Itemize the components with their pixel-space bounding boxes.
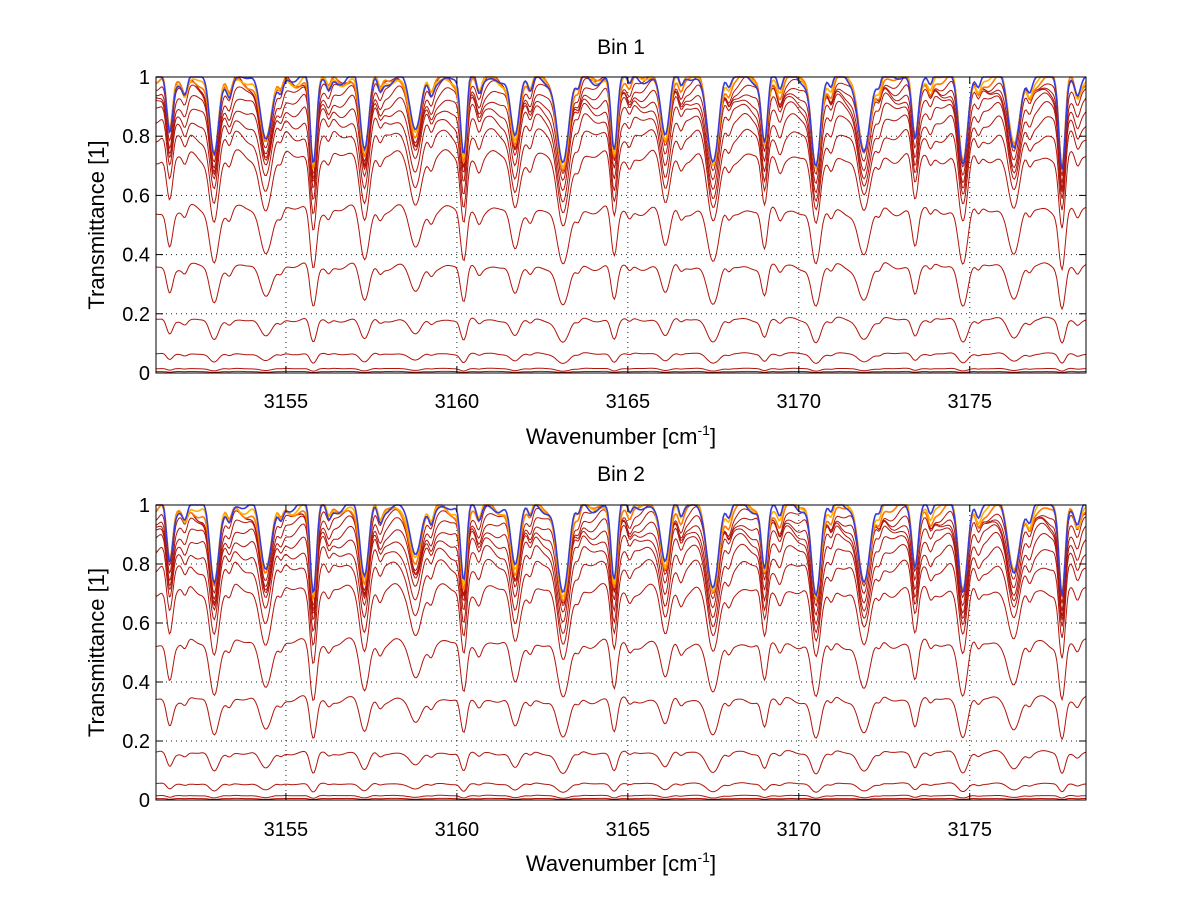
x-tick-label: 3165 xyxy=(606,819,651,841)
axes-frame xyxy=(155,504,1087,801)
series-line xyxy=(156,128,1086,215)
series-line xyxy=(156,352,1086,364)
y-tick-label: 0.4 xyxy=(122,672,150,694)
x-axis-label-superscript: -1 xyxy=(698,422,711,438)
y-tick-label: 0 xyxy=(139,790,150,812)
series-line xyxy=(156,543,1086,634)
axes-background xyxy=(156,505,1086,800)
x-tick-label: 3175 xyxy=(948,819,993,841)
x-axis-label: Wavenumber [cm-1] xyxy=(526,422,716,449)
x-tick-label: 3170 xyxy=(777,391,822,413)
series-line xyxy=(156,112,1086,203)
y-tick-label: 0.8 xyxy=(122,126,150,148)
series-line xyxy=(156,149,1086,231)
y-tick-label: 0.6 xyxy=(122,185,150,207)
y-tick-label: 0.4 xyxy=(122,245,150,267)
y-tick-label: 1 xyxy=(139,67,150,89)
series-line xyxy=(156,637,1086,702)
x-tick-label: 3160 xyxy=(435,819,480,841)
chart-title: Bin 2 xyxy=(597,463,645,486)
y-axis-label: Transmittance [1] xyxy=(84,568,109,737)
series-line xyxy=(156,316,1086,344)
x-tick-label: 3170 xyxy=(777,819,822,841)
series-line xyxy=(156,583,1086,665)
y-tick-label: 0.6 xyxy=(122,613,150,635)
x-axis-label-end: ] xyxy=(710,851,716,876)
series-line xyxy=(156,370,1086,373)
series-group xyxy=(156,75,1086,373)
x-tick-label: 3175 xyxy=(948,391,993,413)
x-tick-label: 3160 xyxy=(435,391,480,413)
y-axis-label: Transmittance [1] xyxy=(84,140,109,309)
x-tick-label: 3165 xyxy=(606,391,651,413)
series-line xyxy=(156,794,1086,799)
chart-title: Bin 1 xyxy=(597,36,645,59)
x-axis-label-text: Wavenumber [cm xyxy=(526,424,698,449)
subplot-2: 3155 3160 3165 3170 3175 0 0.2 0.4 0.6 0.8 1 Bin 2 W… xyxy=(84,463,1087,876)
series-line xyxy=(156,203,1086,272)
x-tick-label: 3155 xyxy=(264,391,309,413)
series-line xyxy=(156,558,1086,647)
series-line xyxy=(156,797,1086,800)
series-line xyxy=(156,782,1086,793)
y-tick-label: 1 xyxy=(139,495,150,517)
series-line xyxy=(156,749,1086,775)
x-axis-label-end: ] xyxy=(710,424,716,449)
series-line xyxy=(156,367,1086,372)
axes-background xyxy=(156,77,1086,373)
y-tick-label: 0 xyxy=(139,363,150,385)
x-axis-label: Wavenumber [cm-1] xyxy=(526,849,716,876)
series-group xyxy=(156,504,1086,800)
series-line xyxy=(156,262,1086,311)
x-axis-label-text: Wavenumber [cm xyxy=(526,851,698,876)
x-tick-label: 3155 xyxy=(264,819,309,841)
x-axis-label-superscript: -1 xyxy=(698,849,711,865)
y-tick-label: 0.8 xyxy=(122,554,150,576)
series-line xyxy=(156,76,1086,170)
axes-frame xyxy=(155,76,1087,374)
subplot-1: 3155 3160 3165 3170 3175 0 0.2 0.4 0.6 0.8 1 Bin 1 W… xyxy=(84,36,1087,449)
series-line xyxy=(156,695,1086,741)
y-tick-label: 0.2 xyxy=(122,304,150,326)
y-tick-label: 0.2 xyxy=(122,731,150,753)
